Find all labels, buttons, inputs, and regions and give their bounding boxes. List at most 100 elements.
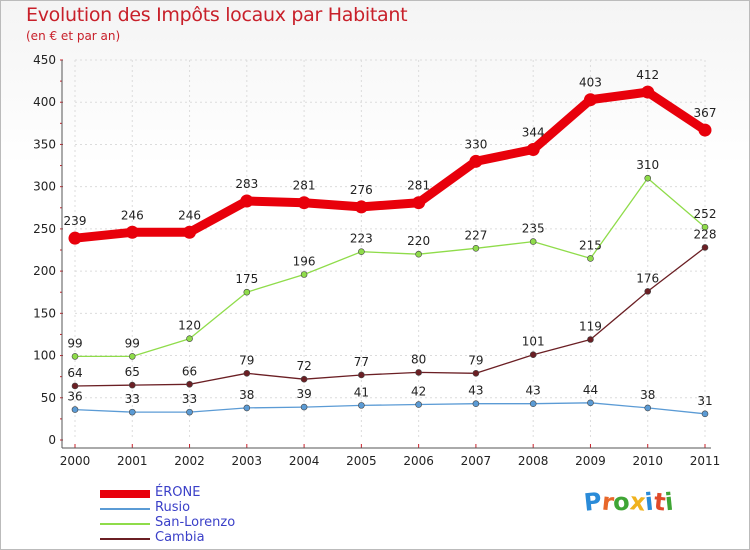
data-point-san-lorenzo <box>71 353 79 360</box>
data-label-erone: 276 <box>350 183 373 197</box>
data-label-san-lorenzo: 223 <box>350 232 373 246</box>
data-point-erone <box>68 231 82 245</box>
data-label-erone: 281 <box>293 179 316 193</box>
data-labels: 36 33 33 38 39 41 42 43 43 44 38 31 99 99 120 175 196 223… <box>64 68 717 408</box>
data-point-erone <box>240 194 254 208</box>
data-point-rusio <box>358 402 365 409</box>
data-label-rusio: 31 <box>697 394 712 408</box>
data-label-rusio: 39 <box>296 387 311 401</box>
legend-label-san-lorenzo: San-Lorenzo <box>155 515 236 530</box>
legend: ÉRONE Rusio San-Lorenzo Cambia <box>100 485 400 546</box>
data-label-rusio: 44 <box>583 383 598 397</box>
proxiti-logo: Proxiti <box>583 487 675 517</box>
data-point-erone <box>526 143 540 157</box>
x-tick-label: 2006 <box>403 454 434 468</box>
data-point-erone <box>583 93 597 107</box>
data-label-san-lorenzo: 310 <box>636 158 659 172</box>
data-label-cambia: 228 <box>694 227 717 241</box>
data-point-erone <box>412 196 426 210</box>
data-point-cambia <box>186 380 193 388</box>
y-tick-label: 450 <box>33 53 56 67</box>
data-label-san-lorenzo: 196 <box>293 254 316 268</box>
data-label-san-lorenzo: 175 <box>235 272 258 286</box>
data-point-cambia <box>128 381 136 389</box>
data-point-cambia <box>587 336 594 343</box>
x-tick-label: 2000 <box>60 454 91 468</box>
x-tick-label: 2003 <box>232 454 263 468</box>
data-point-cambia <box>243 369 251 377</box>
data-point-cambia <box>71 382 79 390</box>
y-tick-label: 50 <box>41 391 56 405</box>
data-point-erone <box>183 225 197 239</box>
data-point-cambia <box>415 369 422 376</box>
y-tick-label: 150 <box>33 306 56 320</box>
data-label-san-lorenzo: 252 <box>694 207 717 221</box>
x-tick-label: 2005 <box>346 454 377 468</box>
data-label-rusio: 43 <box>468 384 483 398</box>
data-point-san-lorenzo <box>243 288 251 296</box>
data-point-san-lorenzo <box>128 353 136 360</box>
data-label-rusio: 42 <box>411 385 426 399</box>
y-tick-label: 400 <box>33 95 56 109</box>
data-label-erone: 281 <box>407 179 430 193</box>
data-point-erone <box>354 200 368 214</box>
y-tick-label: 100 <box>33 349 56 363</box>
data-label-rusio: 38 <box>640 388 655 402</box>
x-tick-label: 2001 <box>117 454 148 468</box>
data-label-rusio: 41 <box>354 385 369 399</box>
y-tick-label: 300 <box>33 180 56 194</box>
data-point-erone <box>125 225 139 239</box>
data-label-cambia: 79 <box>468 353 483 367</box>
data-label-erone: 403 <box>579 76 602 90</box>
chart-title: Evolution des Impôts locaux par Habitant <box>26 4 408 26</box>
data-label-cambia: 72 <box>296 359 311 373</box>
x-tick-label: 2010 <box>632 454 663 468</box>
data-label-san-lorenzo: 99 <box>67 336 82 350</box>
data-label-cambia: 64 <box>67 366 82 380</box>
data-label-cambia: 65 <box>125 365 140 379</box>
grid <box>74 59 706 440</box>
data-label-cambia: 66 <box>182 364 197 378</box>
data-point-rusio <box>644 404 652 412</box>
data-point-rusio <box>300 403 308 411</box>
data-point-san-lorenzo <box>415 250 422 258</box>
data-point-erone <box>641 85 655 99</box>
series-line-cambia <box>74 246 706 387</box>
data-label-cambia: 176 <box>636 271 659 285</box>
data-label-cambia: 101 <box>522 335 545 349</box>
series-line-rusio <box>74 402 706 415</box>
data-point-san-lorenzo <box>587 255 594 262</box>
data-point-san-lorenzo <box>529 238 537 245</box>
data-label-erone: 330 <box>464 137 487 151</box>
y-tick-label: 350 <box>33 137 56 151</box>
data-label-cambia: 80 <box>411 352 426 366</box>
legend-item-san-lorenzo: San-Lorenzo <box>100 515 400 531</box>
data-label-san-lorenzo: 215 <box>579 238 602 252</box>
legend-swatch-erone <box>100 490 150 498</box>
y-tick-label: 200 <box>33 264 56 278</box>
data-label-rusio: 33 <box>125 392 140 406</box>
axes: 0 50 100 150 200 250 300 350 400 450 2000 2001 2002 2… <box>33 53 720 468</box>
data-label-erone: 246 <box>121 208 144 222</box>
x-tick-label: 2002 <box>174 454 205 468</box>
series-line-erone <box>70 87 710 243</box>
x-tick-label: 2009 <box>575 454 606 468</box>
data-label-rusio: 36 <box>67 390 82 404</box>
data-label-erone: 283 <box>235 177 258 191</box>
data-point-san-lorenzo <box>644 174 652 182</box>
data-label-rusio: 33 <box>182 392 197 406</box>
data-point-san-lorenzo <box>300 271 308 278</box>
x-tick-label: 2004 <box>289 454 320 468</box>
data-point-rusio <box>472 400 480 407</box>
legend-label-cambia: Cambia <box>155 530 205 545</box>
series-lines <box>70 87 710 415</box>
data-label-san-lorenzo: 120 <box>178 319 201 333</box>
data-label-san-lorenzo: 220 <box>407 234 430 248</box>
data-point-san-lorenzo <box>358 248 365 255</box>
legend-item-erone: ÉRONE <box>100 485 400 501</box>
data-point-cambia <box>644 288 652 295</box>
data-points <box>68 85 712 418</box>
data-label-erone: 344 <box>522 126 545 140</box>
data-label-cambia: 119 <box>579 320 602 334</box>
